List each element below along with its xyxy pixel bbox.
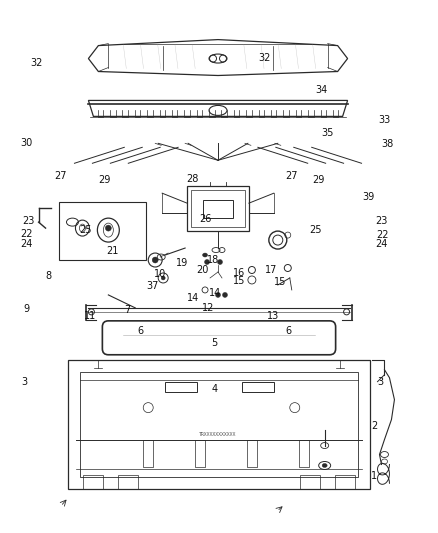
- Bar: [81, 372, 357, 478]
- Bar: [83, 475, 103, 489]
- Text: 26: 26: [200, 214, 212, 224]
- Text: 7: 7: [124, 305, 131, 315]
- Bar: [59, 202, 146, 260]
- Text: 19: 19: [176, 259, 188, 268]
- Text: 5: 5: [212, 337, 218, 348]
- Text: 29: 29: [312, 175, 325, 185]
- Text: 23: 23: [22, 216, 35, 227]
- Text: 25: 25: [309, 225, 321, 236]
- Ellipse shape: [322, 464, 327, 467]
- Text: 27: 27: [285, 171, 297, 181]
- Ellipse shape: [218, 260, 223, 264]
- Text: 20: 20: [196, 265, 208, 275]
- Text: 3: 3: [21, 377, 28, 387]
- Ellipse shape: [202, 253, 208, 257]
- Ellipse shape: [223, 293, 227, 297]
- Text: 10: 10: [154, 270, 166, 279]
- Text: 15: 15: [274, 278, 286, 287]
- Text: 37: 37: [146, 281, 159, 291]
- Text: 38: 38: [381, 139, 393, 149]
- Bar: [242, 382, 274, 392]
- Text: 33: 33: [379, 115, 391, 125]
- Bar: [335, 475, 355, 489]
- Text: 27: 27: [55, 171, 67, 181]
- Text: 16: 16: [233, 269, 245, 278]
- Text: 24: 24: [375, 239, 388, 249]
- Text: 29: 29: [99, 175, 111, 185]
- Ellipse shape: [205, 260, 209, 264]
- Text: 11: 11: [84, 311, 96, 321]
- Text: 39: 39: [363, 192, 375, 203]
- Text: 21: 21: [106, 246, 118, 255]
- Text: 3: 3: [378, 377, 384, 387]
- Text: 18: 18: [207, 255, 219, 265]
- Text: 30: 30: [20, 138, 32, 148]
- Text: 15: 15: [233, 276, 245, 286]
- Bar: [300, 475, 320, 489]
- Text: 1: 1: [371, 472, 377, 481]
- Text: 2: 2: [371, 421, 377, 431]
- Text: 8: 8: [46, 271, 52, 281]
- Text: 9: 9: [24, 304, 30, 314]
- Text: 4: 4: [212, 384, 218, 394]
- Text: 14: 14: [208, 288, 221, 298]
- Text: 32: 32: [30, 59, 42, 68]
- Ellipse shape: [152, 257, 158, 263]
- Bar: [187, 185, 249, 231]
- Text: 6: 6: [286, 326, 292, 336]
- Text: 14: 14: [187, 293, 199, 303]
- Bar: [165, 382, 197, 392]
- Text: 32: 32: [259, 53, 271, 63]
- Bar: [118, 475, 138, 489]
- Text: 12: 12: [202, 303, 214, 313]
- Ellipse shape: [215, 293, 220, 297]
- Bar: [203, 200, 233, 218]
- Text: 34: 34: [315, 85, 328, 95]
- Bar: [68, 360, 370, 489]
- Text: 35: 35: [321, 127, 333, 138]
- Text: TRXXXXXXXXXXX: TRXXXXXXXXXXX: [199, 432, 237, 437]
- Text: 17: 17: [265, 265, 278, 274]
- Text: 23: 23: [375, 216, 388, 227]
- Text: 24: 24: [20, 239, 32, 249]
- Text: 25: 25: [80, 225, 92, 236]
- Ellipse shape: [161, 276, 165, 280]
- Bar: [191, 190, 245, 227]
- Text: 28: 28: [187, 174, 199, 184]
- Ellipse shape: [106, 225, 111, 231]
- Text: 6: 6: [138, 326, 144, 336]
- Text: 13: 13: [268, 311, 280, 321]
- Text: 22: 22: [21, 229, 33, 239]
- Text: 22: 22: [377, 230, 389, 240]
